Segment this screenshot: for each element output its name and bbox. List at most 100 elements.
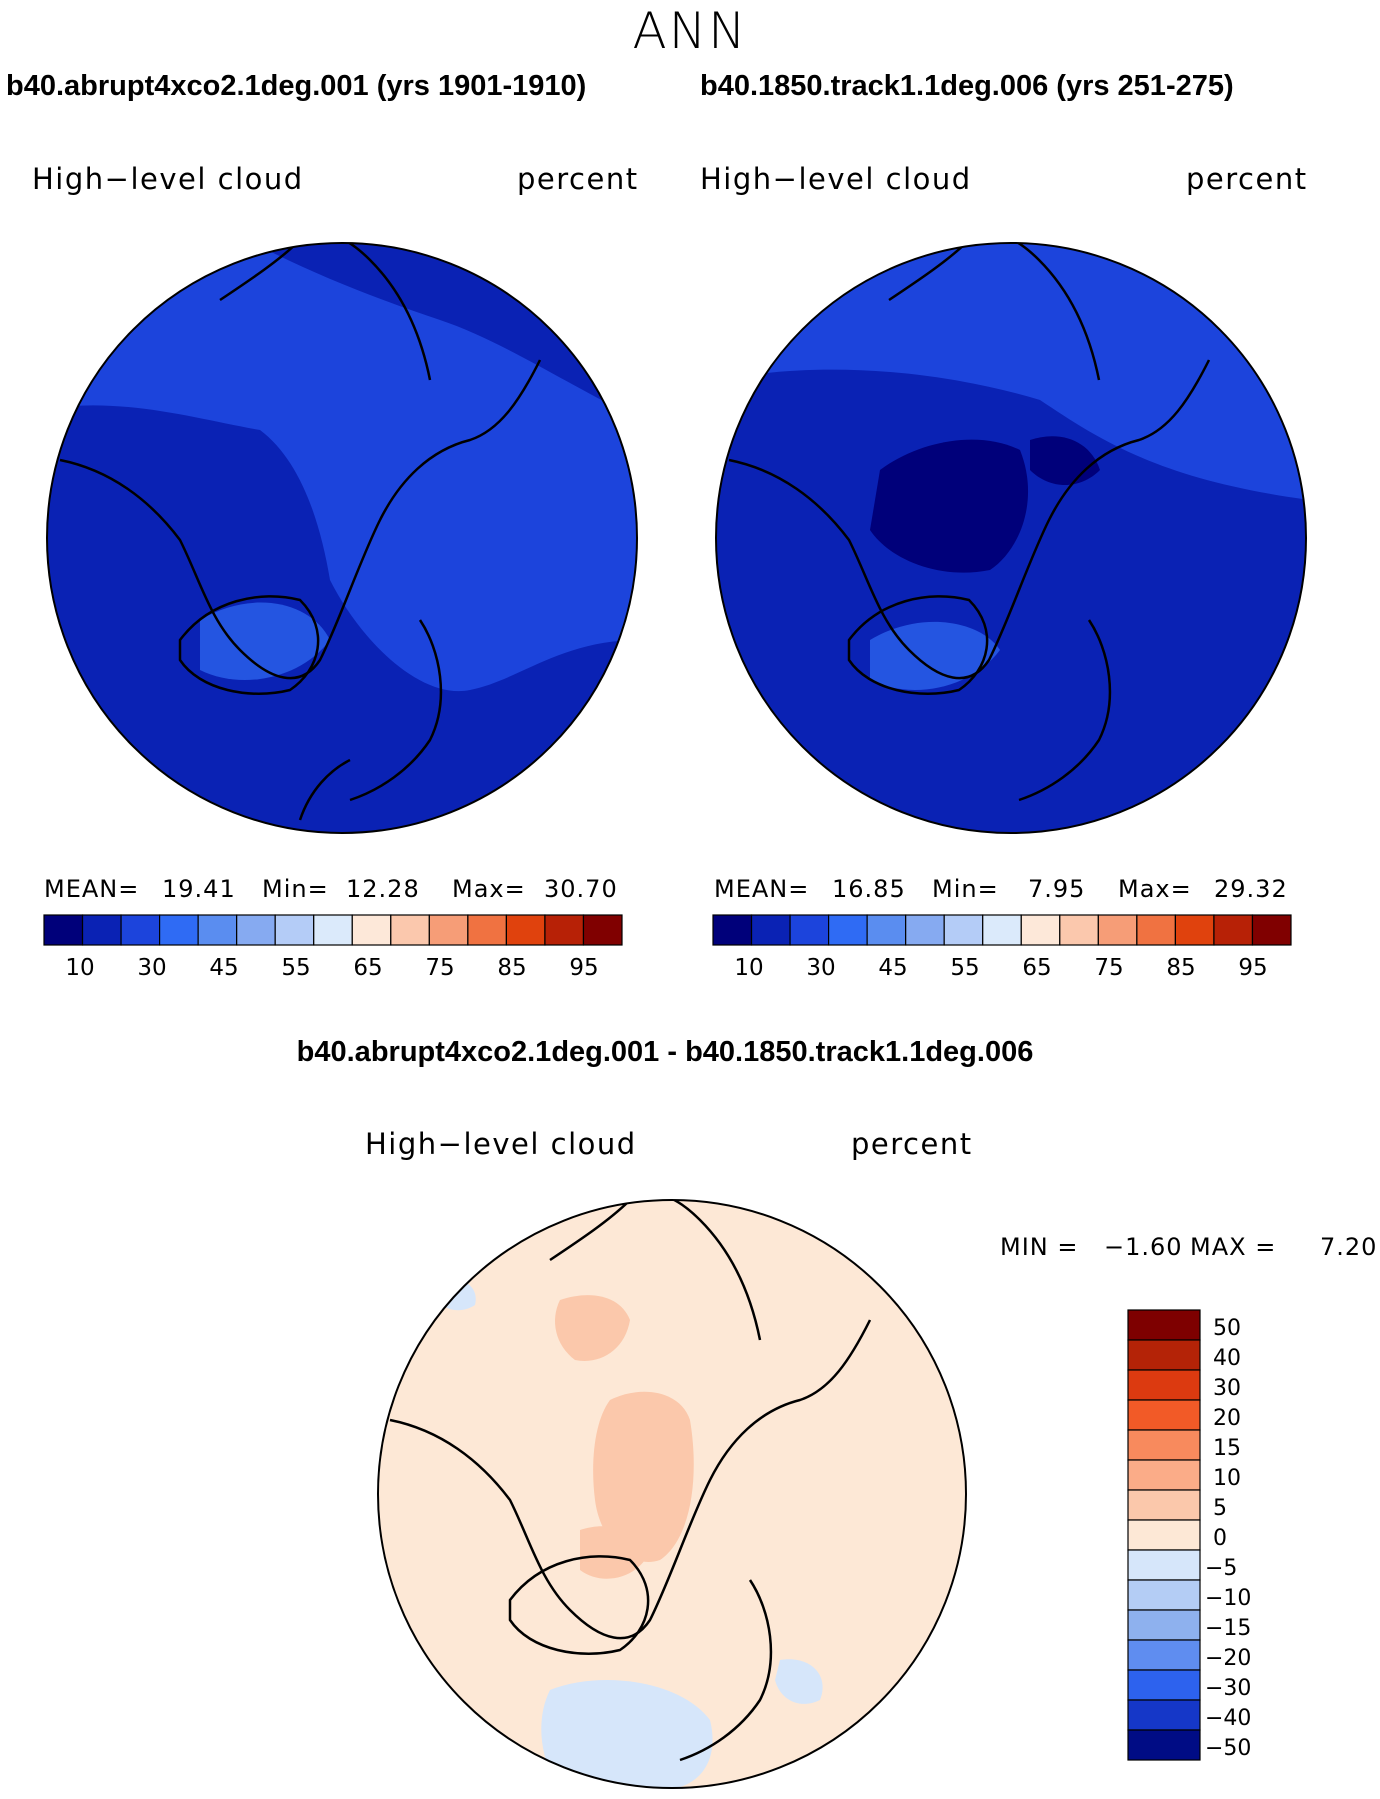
panel1-colorbar-swatch: [428, 914, 469, 946]
panel1-colorbar-swatch: [351, 914, 392, 946]
panel1-tick: 65: [353, 955, 383, 981]
panel2-colorbar-swatch: [1251, 914, 1292, 946]
panel1-units-label: percent: [517, 162, 639, 196]
panel2-max-value: 29.32: [1214, 875, 1288, 903]
panel1-colorbar-swatch: [81, 914, 122, 946]
panel2-colorbar-swatch: [1136, 914, 1177, 946]
diff-max-value: 7.20: [1320, 1233, 1378, 1261]
diff-min-value: −1.60: [1104, 1233, 1183, 1261]
diff-legend-label: 30: [1213, 1376, 1241, 1401]
panel1-tick: 75: [425, 955, 455, 981]
diff-greenland-outline: [508, 1555, 650, 1655]
panel1-colorbar-swatch: [236, 914, 276, 946]
panel1-light-patch: [200, 602, 330, 680]
panel1-colorbar-swatch: [390, 914, 430, 946]
diff-legend-label: −20: [1205, 1646, 1252, 1671]
panel2-colorbar-swatch: [1097, 914, 1138, 946]
panel1-tick: 55: [281, 955, 311, 981]
diff-positive-patch-low: [580, 1526, 645, 1579]
panel1-colorbar-swatch: [197, 914, 238, 946]
panel2-tick: 75: [1094, 955, 1124, 981]
diff-min-label: MIN =: [1000, 1233, 1079, 1261]
panel1-min-label: Min=: [262, 875, 329, 903]
panel2-colorbar-swatch: [905, 914, 945, 946]
panel2-tick: 85: [1166, 955, 1196, 981]
diff-colorbar-swatch: [1127, 1609, 1201, 1641]
diff-legend-label: −30: [1205, 1676, 1252, 1701]
panel1-colorbar-swatch: [43, 914, 84, 946]
panel2-tick: 55: [950, 955, 980, 981]
panel2-colorbar-swatch: [1059, 914, 1099, 946]
diff-legend-label: −50: [1205, 1736, 1252, 1761]
panel1-tick: 30: [137, 955, 167, 981]
panel2-coastline: [728, 243, 1211, 802]
panel2-colorbar-swatch: [1174, 914, 1215, 946]
panel2-map: [716, 243, 1306, 833]
panel1-colorbar-swatch: [313, 914, 353, 946]
panel2-tick: 65: [1022, 955, 1052, 981]
panel1-colorbar-swatch: [505, 914, 546, 946]
panel1-min-value: 12.28: [346, 875, 420, 903]
panel2-run-title: b40.1850.track1.1deg.006 (yrs 251-275): [700, 70, 1234, 102]
diff-legend-label: −5: [1205, 1556, 1238, 1581]
diff-colorbar-swatch: [1127, 1579, 1201, 1611]
panel1-variable-label: High−level cloud: [32, 162, 304, 196]
diff-legend-label: −10: [1205, 1586, 1252, 1611]
diff-colorbar-swatch: [1127, 1549, 1201, 1581]
diff-colorbar-swatch: [1127, 1639, 1201, 1671]
diff-legend-label: −15: [1205, 1616, 1252, 1641]
panel2-mean-label: MEAN=: [714, 875, 810, 903]
panel2-min-value: 7.95: [1028, 875, 1086, 903]
panel2-max-label: Max=: [1118, 875, 1192, 903]
panel2-variable-label: High−level cloud: [700, 162, 972, 196]
panel2-greenland-outline: [847, 595, 989, 695]
panel2-tick: 10: [734, 955, 764, 981]
panel2-tick: 95: [1238, 955, 1268, 981]
panel2-colorbar-swatch: [982, 914, 1022, 946]
panel1-colorbar-swatch: [274, 914, 315, 946]
diff-legend-label: 40: [1213, 1346, 1241, 1371]
panel1-map: [47, 243, 637, 833]
main-title: ANN: [632, 2, 748, 60]
panel1-run-title: b40.abrupt4xco2.1deg.001 (yrs 1901-1910): [6, 70, 587, 102]
panel2-colorbar-swatch: [712, 914, 753, 946]
diff-colorbar-swatch: [1127, 1489, 1201, 1521]
panel1-tick: 10: [65, 955, 95, 981]
panel2-mean-value: 16.85: [832, 875, 906, 903]
diff-legend-label: 10: [1213, 1466, 1241, 1491]
diff-colorbar-swatch: [1127, 1309, 1201, 1341]
diff-colorbar-swatch: [1127, 1399, 1201, 1431]
panel2-colorbar: [712, 914, 1292, 946]
diff-colorbar-swatch: [1127, 1369, 1201, 1401]
panel2-tick: 45: [878, 955, 908, 981]
panel2-map-border: [715, 242, 1307, 834]
panel2-colorbar-swatch: [1020, 914, 1061, 946]
diff-title: b40.abrupt4xco2.1deg.001 - b40.1850.trac…: [296, 1036, 1034, 1068]
panel2-colorbar-swatch: [827, 914, 868, 946]
diff-max-label: MAX =: [1190, 1233, 1277, 1261]
diff-colorbar-swatch: [1127, 1669, 1201, 1701]
panel1-coastline: [59, 243, 542, 821]
panel1-colorbar-swatch: [159, 914, 199, 946]
diff-colorbar-swatch: [1127, 1459, 1201, 1491]
panel2-min-label: Min=: [932, 875, 999, 903]
diff-colorbar-swatch: [1127, 1519, 1201, 1551]
panel1-max-label: Max=: [452, 875, 526, 903]
panel1-colorbar-swatch: [582, 914, 623, 946]
diff-map: [378, 1200, 966, 1788]
diff-positive-patch-central: [593, 1391, 694, 1562]
diff-colorbar-swatch: [1127, 1729, 1201, 1761]
diff-colorbar-swatch: [1127, 1699, 1201, 1731]
panel2-mid-region: [716, 369, 1306, 833]
panel1-tick: 45: [209, 955, 239, 981]
panel1-colorbar-swatch: [467, 914, 508, 946]
panel2-colorbar-swatch: [750, 914, 791, 946]
diff-legend-label: 20: [1213, 1406, 1241, 1431]
panel1-tick: 85: [497, 955, 527, 981]
diff-map-border: [377, 1199, 967, 1789]
diff-legend-label: 15: [1213, 1436, 1241, 1461]
diff-legend-label: 0: [1213, 1526, 1227, 1551]
panel1-mean-label: MEAN=: [44, 875, 140, 903]
panel1-lower-region: [47, 405, 637, 833]
